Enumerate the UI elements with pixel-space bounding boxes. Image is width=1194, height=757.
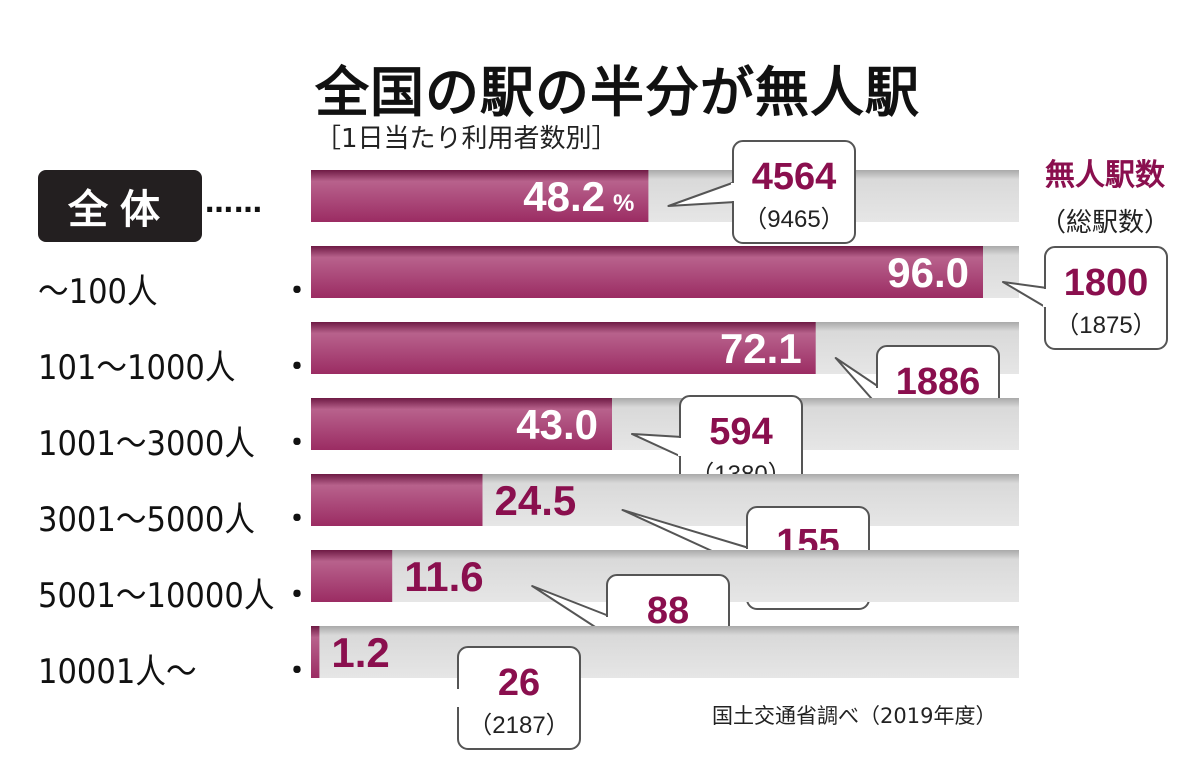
category-label-3: 1001～3000人 bbox=[38, 424, 255, 464]
data-label: 43.0 bbox=[516, 401, 598, 448]
bar bbox=[311, 170, 649, 222]
unmanned-count-label: 4564 bbox=[752, 156, 837, 198]
data-label: 1.2 bbox=[331, 629, 389, 676]
leader-dot: ・ bbox=[282, 578, 312, 613]
bar bbox=[311, 474, 483, 526]
unmanned-count-label: 88 bbox=[647, 590, 689, 632]
unmanned-count-label: 1886 bbox=[896, 361, 981, 403]
bar bbox=[311, 398, 612, 450]
category-label-5: 5001～10000人 bbox=[38, 576, 275, 616]
chart-subtitle: ［1日当たり利用者数別］ bbox=[315, 124, 618, 154]
unit-label: % bbox=[613, 190, 634, 217]
leader-dot: ・ bbox=[282, 654, 312, 689]
callout: 4564 （9465） bbox=[667, 140, 856, 244]
bar-track bbox=[311, 626, 1019, 678]
leader-dot: ・ bbox=[282, 274, 312, 309]
bar bbox=[311, 246, 983, 298]
data-label: 72.1 bbox=[720, 325, 802, 372]
chart-title: 全国の駅の半分が無人駅 bbox=[315, 61, 920, 124]
callout-joint bbox=[731, 183, 737, 201]
callout-joint bbox=[678, 438, 684, 456]
legend: 無人駅数 （総駅数） bbox=[1030, 150, 1180, 239]
category-label-4: 3001～5000人 bbox=[38, 500, 255, 540]
leader-dot: ・ bbox=[282, 502, 312, 537]
bar bbox=[311, 322, 816, 374]
data-label: 96.0 bbox=[887, 249, 969, 296]
total-count-label: （1875） bbox=[1055, 312, 1156, 339]
unmanned-count-label: 1800 bbox=[1064, 262, 1149, 304]
callout-joint bbox=[456, 689, 462, 707]
legend-unmanned-label: 無人駅数 bbox=[1045, 158, 1165, 193]
category-label-2: 101～1000人 bbox=[38, 348, 236, 388]
callout-joint bbox=[1043, 289, 1049, 307]
unmanned-count-label: 594 bbox=[709, 411, 772, 453]
leader-dots: …… bbox=[205, 186, 263, 219]
bar bbox=[311, 550, 393, 602]
source-note: 国土交通省調べ（2019年度） bbox=[712, 704, 997, 728]
callout: 26 （2187） bbox=[456, 646, 581, 750]
total-count-label: （2187） bbox=[468, 712, 569, 739]
leader-dot: ・ bbox=[282, 426, 312, 461]
bar bbox=[311, 626, 320, 678]
callout: 1800 （1875） bbox=[1002, 246, 1168, 350]
total-count-label: （9465） bbox=[743, 206, 844, 233]
category-label-1: ～100人 bbox=[38, 272, 158, 312]
data-label: 24.5 bbox=[495, 477, 577, 524]
category-label-6: 10001人～ bbox=[38, 652, 197, 692]
callout-joint bbox=[875, 388, 881, 406]
category-label-total: 全体 bbox=[38, 170, 202, 242]
legend-total-label: （総駅数） bbox=[1039, 208, 1170, 238]
leader-dot: ・ bbox=[282, 350, 312, 385]
unmanned-count-label: 26 bbox=[498, 662, 540, 704]
data-label: 11.6 bbox=[404, 553, 483, 600]
